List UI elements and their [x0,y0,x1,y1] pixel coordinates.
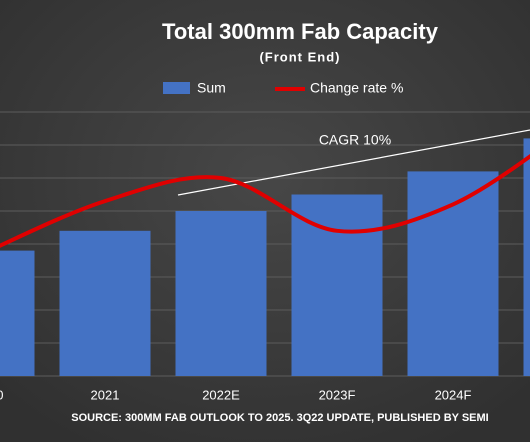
bar [291,194,383,376]
source-note: SOURCE: 300MM FAB OUTLOOK TO 2025. 3Q22 … [71,412,488,424]
x-tick-label: 2021 [91,387,120,402]
x-tick-label: 2023F [319,387,356,402]
bar [59,230,151,376]
annotation: CAGR 10% [319,132,391,148]
legend-label: Change rate % [310,80,403,96]
x-tick-label: 2020 [0,387,3,402]
bar [523,138,530,376]
chart-title: Total 300mm Fab Capacity [162,19,439,44]
cagr-line [177,129,530,196]
x-tick-label: 2024F [435,387,472,402]
legend-swatch [163,82,190,94]
line [0,153,530,248]
chart-subtitle: (Front End) [259,49,340,64]
bar [175,211,267,376]
legend-label: Sum [197,80,226,96]
bar [407,171,499,376]
x-tick-label: 2022E [202,387,240,402]
bar [0,250,35,376]
